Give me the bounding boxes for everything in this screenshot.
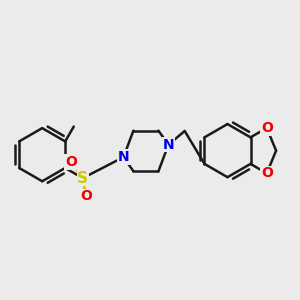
Text: O: O xyxy=(80,189,92,203)
Text: N: N xyxy=(118,150,129,164)
Text: N: N xyxy=(163,138,174,152)
Text: O: O xyxy=(65,155,77,169)
Text: O: O xyxy=(261,121,273,135)
Text: O: O xyxy=(261,166,273,180)
Text: S: S xyxy=(77,171,88,186)
